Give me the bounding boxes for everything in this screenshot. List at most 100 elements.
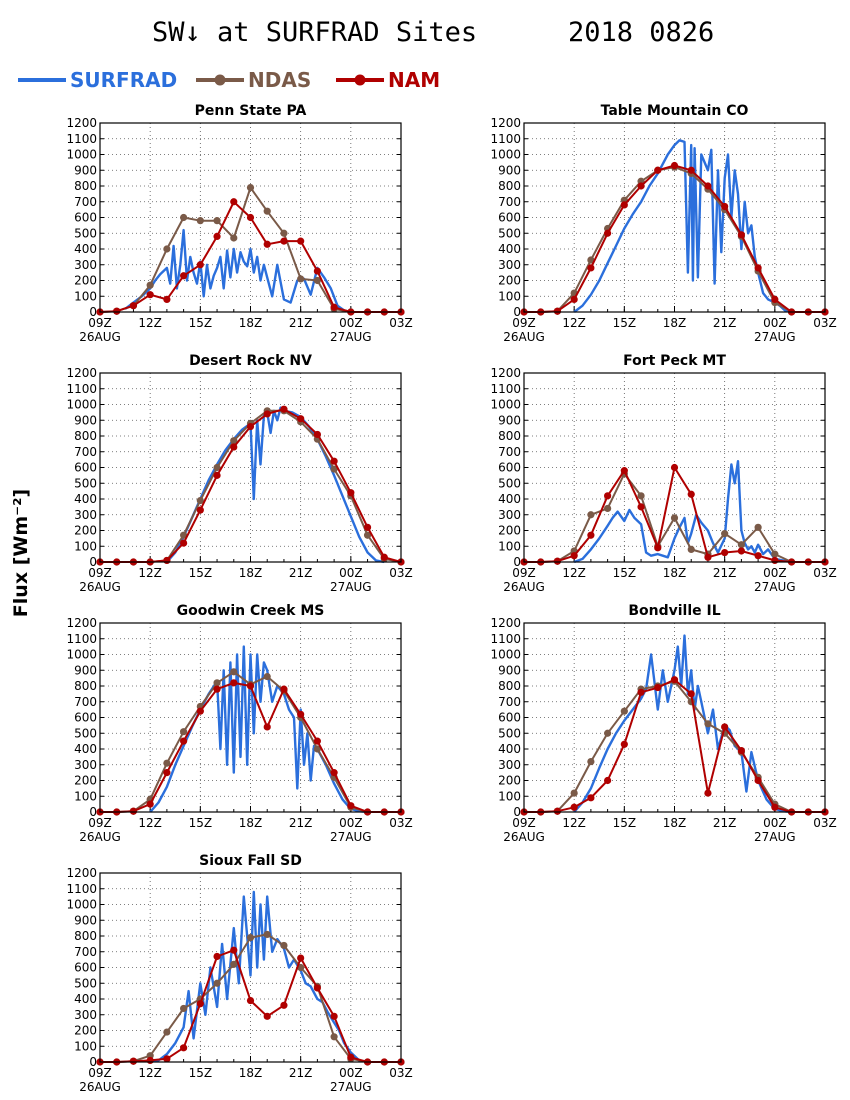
- legend-item-nam: NAM: [336, 68, 440, 92]
- x-tick-label: 03Z: [813, 566, 837, 580]
- data-point-nam: [704, 789, 712, 797]
- y-tick-label: 700: [498, 695, 521, 709]
- data-point-ndas: [363, 531, 372, 539]
- data-point-nam: [180, 1044, 188, 1052]
- data-point-nam: [654, 683, 662, 692]
- x-tick-label: 03Z: [813, 316, 837, 330]
- series-line-surfrad: [573, 634, 792, 814]
- data-point-nam: [230, 679, 238, 687]
- x-tick-date-label: 27AUG: [754, 330, 796, 344]
- data-point-nam: [771, 556, 779, 565]
- data-point-nam: [280, 405, 288, 413]
- y-tick-label: 900: [498, 163, 521, 177]
- data-point-nam: [330, 457, 338, 465]
- y-tick-label: 700: [74, 945, 97, 959]
- y-tick-label: 500: [74, 976, 97, 990]
- data-point-nam: [363, 523, 372, 531]
- x-tick-label: 18Z: [239, 316, 263, 330]
- y-tick-label: 1200: [66, 616, 97, 630]
- data-point-nam: [754, 552, 762, 560]
- y-tick-label: 200: [74, 774, 97, 788]
- x-tick-date-label: 27AUG: [754, 830, 796, 844]
- y-tick-label: 600: [74, 961, 97, 975]
- y-tick-label: 1200: [490, 366, 521, 380]
- y-tick-label: 1000: [66, 398, 97, 412]
- data-point-ndas: [213, 217, 221, 225]
- x-tick-label: 21Z: [289, 1066, 313, 1080]
- x-tick-label: 18Z: [663, 316, 687, 330]
- y-tick-label: 200: [498, 524, 521, 538]
- y-tick-label: 600: [74, 461, 97, 475]
- x-tick-label: 12Z: [562, 566, 586, 580]
- x-tick-date-label: 26AUG: [79, 1080, 121, 1094]
- data-point-ndas: [230, 234, 238, 242]
- data-point-ndas: [687, 545, 695, 554]
- panels: Penn State PA010020030040050060070080090…: [66, 103, 836, 1094]
- y-tick-label: 1000: [66, 898, 97, 912]
- data-point-nam: [313, 984, 321, 992]
- data-point-ndas: [704, 720, 712, 728]
- y-tick-label: 400: [74, 492, 97, 506]
- data-point-nam: [297, 415, 305, 423]
- y-tick-label: 0: [89, 805, 97, 819]
- plot-frame: [99, 372, 402, 563]
- data-point-nam: [146, 291, 154, 299]
- y-tick-label: 100: [74, 1039, 97, 1053]
- data-point-nam: [196, 506, 204, 514]
- x-tick-date-label: 26AUG: [79, 580, 121, 594]
- data-point-ndas: [230, 960, 238, 968]
- data-point-nam: [604, 776, 612, 785]
- data-point-ndas: [180, 728, 188, 736]
- data-point-ndas: [213, 463, 221, 472]
- data-point-nam: [687, 490, 695, 498]
- data-point-nam: [604, 492, 612, 500]
- data-point-nam: [313, 430, 321, 439]
- y-tick-label: 0: [513, 305, 521, 319]
- y-tick-label: 900: [74, 163, 97, 177]
- data-point-nam: [570, 295, 578, 303]
- y-tick-label: 1000: [490, 648, 521, 662]
- data-point-ndas: [771, 550, 779, 558]
- data-point-nam: [771, 295, 779, 303]
- y-tick-label: 800: [498, 679, 521, 693]
- y-tick-label: 900: [498, 663, 521, 677]
- y-tick-label: 500: [498, 476, 521, 490]
- data-point-nam: [754, 776, 762, 785]
- data-point-nam: [263, 1012, 271, 1020]
- data-point-nam: [230, 443, 238, 451]
- data-point-ndas: [280, 229, 288, 237]
- data-point-nam: [246, 213, 255, 222]
- data-point-nam: [263, 723, 271, 731]
- y-tick-label: 100: [74, 539, 97, 553]
- y-tick-label: 900: [74, 663, 97, 677]
- data-point-ndas: [180, 531, 188, 539]
- data-point-nam: [347, 1053, 355, 1061]
- data-point-nam: [196, 707, 204, 715]
- y-tick-label: 800: [74, 679, 97, 693]
- data-point-ndas: [637, 492, 645, 500]
- data-point-nam: [196, 1000, 204, 1008]
- data-point-ndas: [587, 511, 595, 519]
- data-point-nam: [163, 556, 171, 565]
- data-point-nam: [246, 682, 255, 690]
- y-tick-label: 1200: [490, 616, 521, 630]
- y-tick-label: 1000: [490, 398, 521, 412]
- y-tick-label: 800: [498, 179, 521, 193]
- data-point-ndas: [754, 523, 762, 531]
- data-point-nam: [670, 676, 679, 684]
- y-tick-label: 500: [74, 226, 97, 240]
- panel-goodwin-creek-ms: Goodwin Creek MS010020030040050060070080…: [66, 603, 412, 844]
- y-tick-label: 700: [498, 445, 521, 459]
- data-point-nam: [704, 553, 712, 561]
- legend-label: NDAS: [248, 68, 311, 92]
- data-point-nam: [604, 229, 612, 237]
- y-tick-label: 1200: [66, 866, 97, 880]
- x-tick-label: 03Z: [813, 816, 837, 830]
- data-point-nam: [313, 267, 321, 275]
- data-point-nam: [146, 800, 154, 808]
- x-tick-date-label: 27AUG: [330, 330, 372, 344]
- panel-title: Penn State PA: [195, 103, 307, 119]
- x-tick-date-label: 26AUG: [79, 330, 121, 344]
- y-tick-label: 0: [89, 305, 97, 319]
